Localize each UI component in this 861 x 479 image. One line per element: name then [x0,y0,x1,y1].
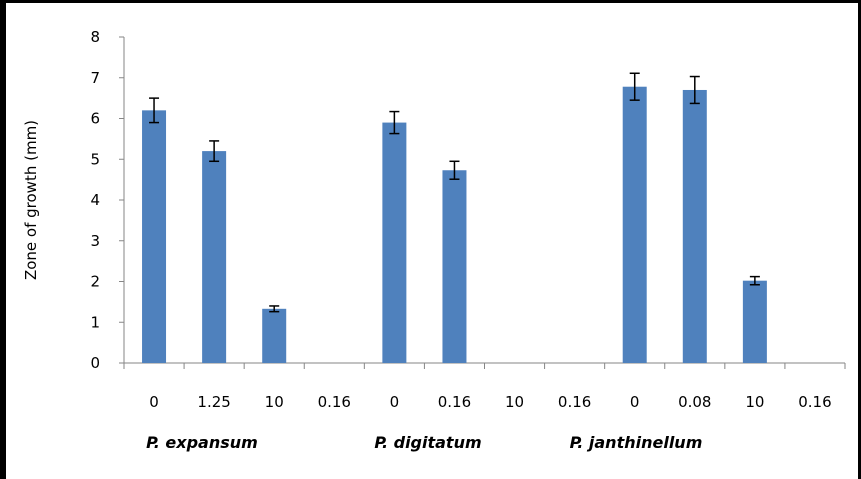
x-tick-label: 0.16 [318,393,351,411]
bar [202,151,227,363]
x-tick-label: 0.16 [438,393,471,411]
y-tick-label: 5 [90,150,100,168]
y-tick-label: 3 [90,232,100,250]
group-label: P. janthinellum [569,433,703,452]
bar [442,170,467,363]
x-tick-label: 0.16 [558,393,591,411]
y-tick-label: 6 [90,110,100,128]
y-tick-label: 0 [90,354,100,372]
bar [262,308,287,363]
y-tick-label: 4 [90,191,100,209]
x-tick-label: 10 [265,393,284,411]
bar [382,122,407,363]
x-tick-label: 0.08 [678,393,711,411]
bar [742,280,767,363]
group-label: P. expansum [146,433,258,452]
x-tick-label: 0 [630,393,640,411]
x-tick-label: 0 [390,393,400,411]
y-tick-label: 8 [90,28,100,46]
group-label: P. digitatum [374,433,482,452]
x-tick-label: 10 [745,393,764,411]
y-axis-label: Zone of growth (mm) [22,119,40,281]
x-tick-label: 1.25 [197,393,230,411]
x-tick-label: 0 [149,393,159,411]
y-tick-label: 2 [90,273,100,291]
bar [682,89,707,363]
y-tick-label: 1 [90,313,100,331]
bar [622,86,647,363]
x-tick-label: 10 [505,393,524,411]
x-tick-label: 0.16 [798,393,831,411]
bar [142,110,167,363]
y-tick-label: 7 [90,69,100,87]
